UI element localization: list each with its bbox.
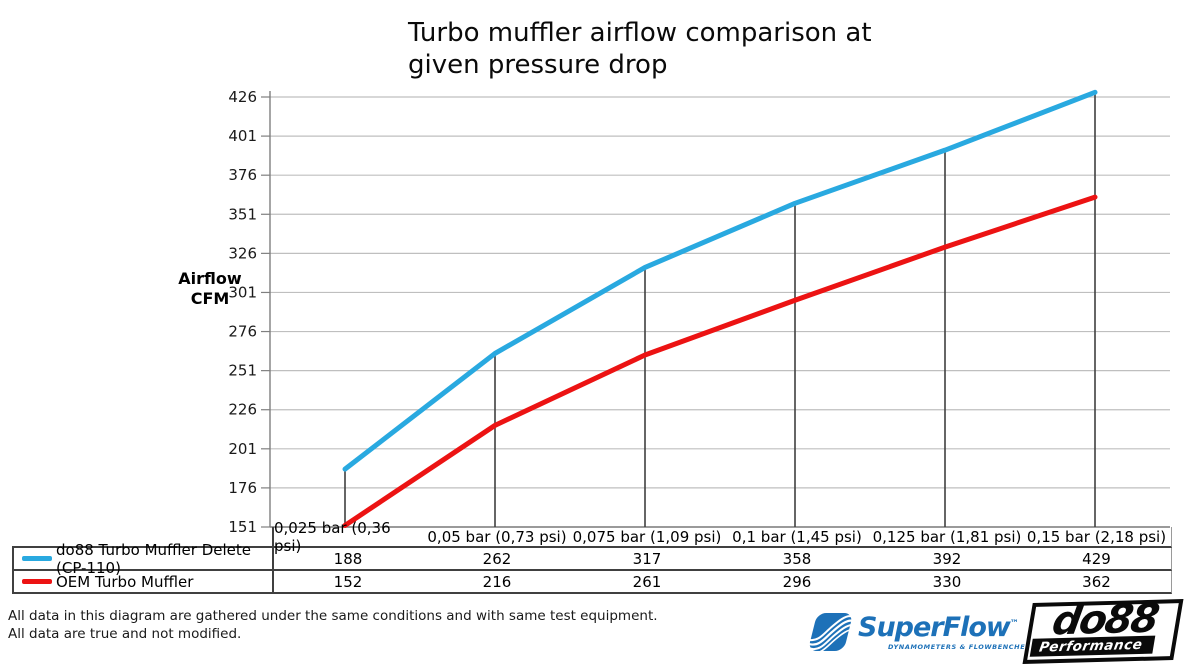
y-tick-label: 251 [228,362,257,380]
category-header: 0,125 bar (1,81 psi) [872,527,1022,548]
table-value: 330 [872,571,1022,594]
y-tick-label: 176 [228,479,257,497]
category-header: 0,025 bar (0,36 psi) [272,519,422,555]
oem-series-swatch [22,579,52,584]
y-tick-label: 226 [228,401,257,419]
table-value: 152 [272,571,422,594]
table-value: 261 [572,571,722,594]
legend-item-do88: do88 Turbo Muffler Delete (CP-110) [12,541,272,577]
category-header: 0,05 bar (0,73 psi) [422,527,572,548]
do88-performance-bar: Performance [1029,635,1156,657]
category-header: 0,15 bar (2,18 psi) [1022,527,1172,548]
do88-series-swatch [22,556,52,561]
y-tick-label: 376 [228,166,257,184]
y-tick-label: 326 [228,244,257,262]
legend-item-oem: OEM Turbo Muffler [12,571,272,594]
y-axis-title: Airflow CFM [178,269,242,308]
table-value: 392 [872,548,1022,571]
y-tick-label: 426 [228,88,257,106]
table-value: 296 [722,571,872,594]
table-value: 188 [272,548,422,571]
table-value: 262 [422,548,572,571]
table-corner-cell [12,527,272,548]
legend-label: OEM Turbo Muffler [56,572,194,591]
do88-tagline: Performance [1037,636,1144,656]
table-value: 358 [722,548,872,571]
y-tick-label: 401 [228,127,257,145]
series-line-oem [342,194,1098,528]
table-value: 429 [1022,548,1172,571]
y-tick-label: 351 [228,205,257,223]
chart-title: Turbo muffler airflow comparison at give… [408,18,872,80]
table-value: 216 [422,571,572,594]
do88-logo: do88 Performance [1022,596,1184,664]
disclaimer-text: All data in this diagram are gathered un… [8,608,658,643]
table-value: 362 [1022,571,1172,594]
series-line-do88 [342,89,1098,472]
chart-data-table: 0,025 bar (0,36 psi) 0,05 bar (0,73 psi)… [12,519,1172,594]
superflow-tagline: DYNAMOMETERS & FLOWBENCHES [888,643,1031,651]
superflow-swoosh-icon [807,613,856,654]
y-tick-label: 276 [228,323,257,341]
table-value: 317 [572,548,722,571]
trademark-symbol: ™ [1009,619,1019,629]
superflow-logo: SuperFlow™ DYNAMOMETERS & FLOWBENCHES [806,610,1030,660]
y-tick-label: 201 [228,440,257,458]
legend-label: do88 Turbo Muffler Delete (CP-110) [56,540,251,577]
category-header: 0,075 bar (1,09 psi) [572,527,722,548]
category-header: 0,1 bar (1,45 psi) [722,527,872,548]
superflow-wordmark: SuperFlow™ [858,612,1019,643]
